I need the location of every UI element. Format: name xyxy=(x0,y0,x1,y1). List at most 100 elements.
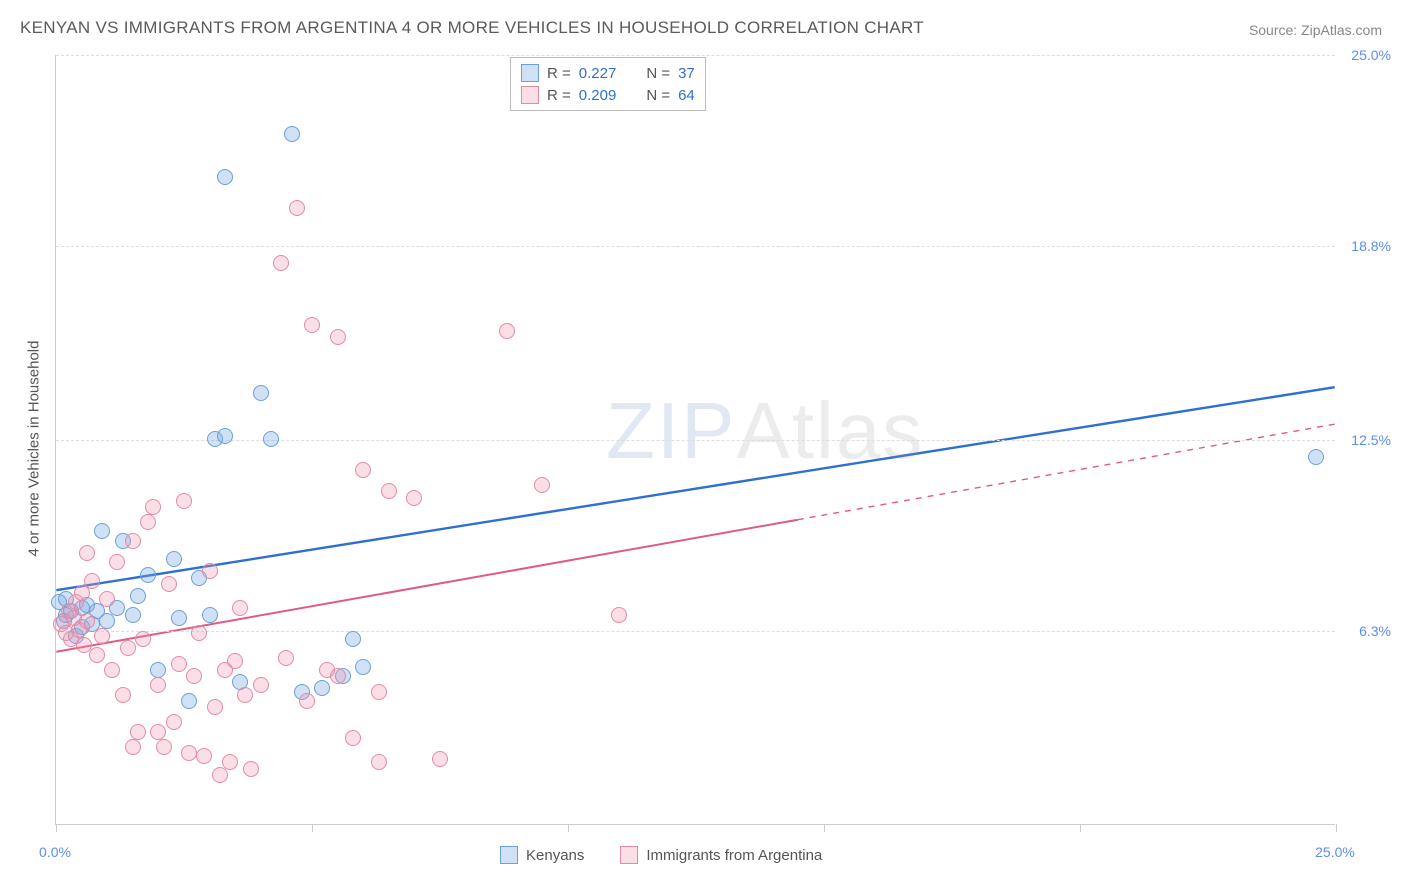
scatter-point xyxy=(130,588,146,604)
scatter-point xyxy=(499,323,515,339)
scatter-point xyxy=(150,677,166,693)
scatter-point xyxy=(202,607,218,623)
scatter-point xyxy=(345,631,361,647)
scatter-point xyxy=(104,662,120,678)
x-axis-min-label: 0.0% xyxy=(39,844,71,860)
scatter-point xyxy=(140,567,156,583)
scatter-point xyxy=(232,600,248,616)
gridline-h xyxy=(56,55,1335,56)
scatter-point xyxy=(227,653,243,669)
scatter-point xyxy=(330,668,346,684)
scatter-point xyxy=(611,607,627,623)
scatter-point xyxy=(79,613,95,629)
scatter-point xyxy=(150,724,166,740)
scatter-point xyxy=(534,477,550,493)
x-tick xyxy=(1080,824,1081,832)
y-tick-label: 6.3% xyxy=(1359,623,1391,639)
scatter-point xyxy=(345,730,361,746)
scatter-point xyxy=(94,628,110,644)
scatter-point xyxy=(79,545,95,561)
scatter-point xyxy=(253,385,269,401)
scatter-point xyxy=(355,659,371,675)
x-tick xyxy=(56,824,57,832)
stats-n-label: N = xyxy=(646,87,670,104)
scatter-point xyxy=(181,693,197,709)
legend-label: Kenyans xyxy=(526,847,584,864)
y-tick-label: 12.5% xyxy=(1351,432,1391,448)
y-tick-label: 18.8% xyxy=(1351,238,1391,254)
scatter-point xyxy=(115,687,131,703)
scatter-point xyxy=(166,551,182,567)
scatter-point xyxy=(406,490,422,506)
scatter-point xyxy=(94,523,110,539)
scatter-point xyxy=(140,514,156,530)
stats-r-value: 0.227 xyxy=(579,65,617,82)
gridline-h xyxy=(56,440,1335,441)
chart-plot-area: ZIPAtlas R =0.227N =37R =0.209N =64 6.3%… xyxy=(55,55,1335,825)
scatter-point xyxy=(181,745,197,761)
scatter-point xyxy=(304,317,320,333)
scatter-point xyxy=(217,169,233,185)
scatter-point xyxy=(217,428,233,444)
scatter-point xyxy=(171,656,187,672)
scatter-point xyxy=(166,714,182,730)
scatter-point xyxy=(145,499,161,515)
scatter-point xyxy=(253,677,269,693)
x-tick xyxy=(568,824,569,832)
scatter-point xyxy=(273,255,289,271)
legend-swatch xyxy=(521,86,539,104)
stats-row: R =0.209N =64 xyxy=(521,84,695,106)
scatter-point xyxy=(176,493,192,509)
stats-r-label: R = xyxy=(547,87,571,104)
legend-swatch xyxy=(620,846,638,864)
x-tick xyxy=(824,824,825,832)
scatter-point xyxy=(125,607,141,623)
scatter-point xyxy=(125,739,141,755)
scatter-point xyxy=(263,431,279,447)
scatter-point xyxy=(222,754,238,770)
scatter-point xyxy=(161,576,177,592)
stats-row: R = 0.227 N = 37 xyxy=(521,62,695,84)
legend-item: Immigrants from Argentina xyxy=(620,846,822,864)
scatter-point xyxy=(120,640,136,656)
y-tick-label: 25.0% xyxy=(1351,47,1391,63)
scatter-point xyxy=(299,693,315,709)
scatter-point xyxy=(371,754,387,770)
scatter-point xyxy=(171,610,187,626)
stats-n-label: N = xyxy=(646,65,670,82)
correlation-stats-legend: R =0.227N =37R =0.209N =64 xyxy=(510,57,706,111)
scatter-point xyxy=(284,126,300,142)
scatter-point xyxy=(1308,449,1324,465)
scatter-point xyxy=(278,650,294,666)
scatter-point xyxy=(99,591,115,607)
x-tick xyxy=(312,824,313,832)
legend-label: Immigrants from Argentina xyxy=(646,847,822,864)
scatter-point xyxy=(89,647,105,663)
gridline-h xyxy=(56,246,1335,247)
scatter-point xyxy=(196,748,212,764)
source-attribution: Source: ZipAtlas.com xyxy=(1249,22,1382,38)
scatter-point xyxy=(330,329,346,345)
scatter-point xyxy=(237,687,253,703)
series-legend: Kenyans Immigrants from Argentina xyxy=(500,846,822,864)
stats-r-value: 0.209 xyxy=(579,87,617,104)
legend-swatch xyxy=(521,64,539,82)
legend-swatch xyxy=(500,846,518,864)
x-axis-max-label: 25.0% xyxy=(1315,844,1355,860)
scatter-point xyxy=(150,662,166,678)
legend-item: Kenyans xyxy=(500,846,584,864)
scatter-point xyxy=(186,668,202,684)
trendline xyxy=(56,387,1334,590)
stats-r-label: R = xyxy=(547,65,571,82)
scatter-point xyxy=(135,631,151,647)
trendline-dashed xyxy=(798,424,1335,520)
stats-n-value: 37 xyxy=(678,65,695,82)
scatter-point xyxy=(371,684,387,700)
scatter-point xyxy=(432,751,448,767)
scatter-point xyxy=(84,573,100,589)
gridline-h xyxy=(56,631,1335,632)
scatter-point xyxy=(109,554,125,570)
scatter-point xyxy=(355,462,371,478)
scatter-point xyxy=(243,761,259,777)
scatter-point xyxy=(289,200,305,216)
